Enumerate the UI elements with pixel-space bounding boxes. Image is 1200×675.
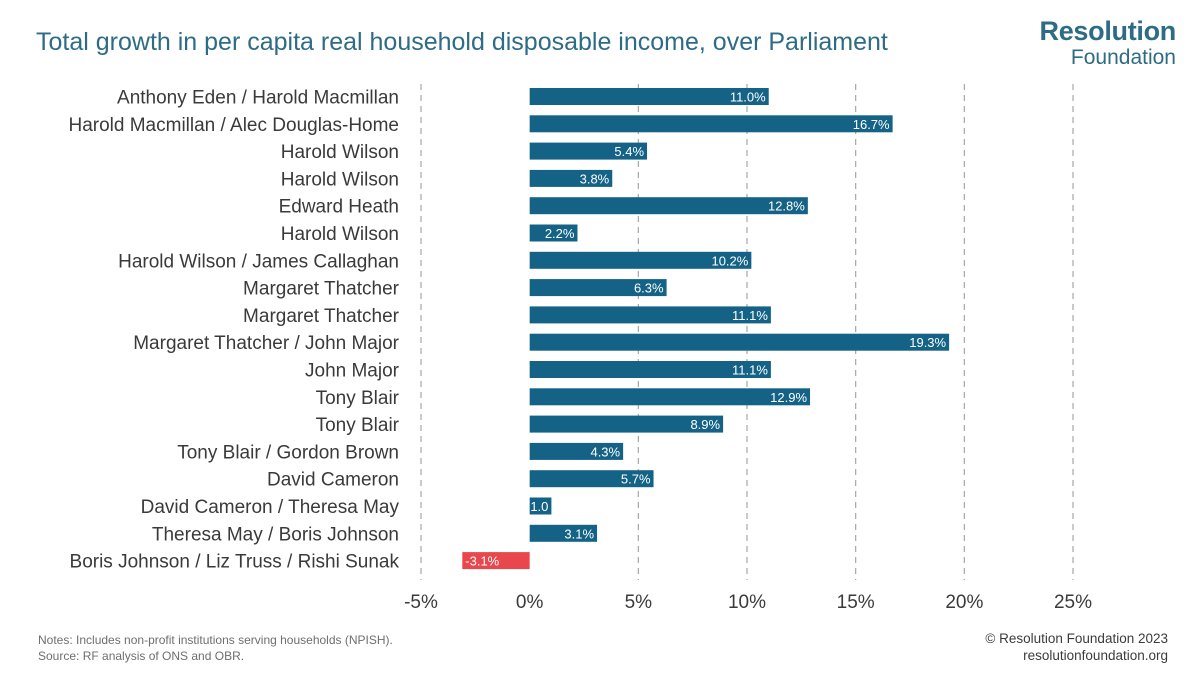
data-label: 3.8% bbox=[580, 171, 610, 186]
data-label: 11.1% bbox=[732, 363, 768, 378]
category-label: Margaret Thatcher bbox=[243, 306, 400, 327]
category-label: Harold Wilson bbox=[281, 142, 399, 163]
category-label: Tony Blair / Gordon Brown bbox=[177, 442, 399, 463]
category-label: Theresa May / Boris Johnson bbox=[152, 524, 399, 545]
category-label: Margaret Thatcher bbox=[243, 279, 400, 300]
category-label: Edward Heath bbox=[279, 197, 399, 218]
data-label: 5.4% bbox=[614, 144, 644, 159]
data-label: 5.7% bbox=[621, 472, 651, 487]
data-label: 12.8% bbox=[768, 199, 805, 214]
category-label: David Cameron / Theresa May bbox=[141, 497, 400, 518]
bar bbox=[529, 388, 811, 406]
bar bbox=[529, 224, 578, 242]
bar bbox=[529, 306, 771, 324]
x-tick-label: 20% bbox=[945, 592, 983, 613]
data-label: 11.0% bbox=[730, 90, 766, 105]
data-label: 6.3% bbox=[634, 281, 664, 296]
x-tick-label: 0% bbox=[516, 592, 544, 613]
data-label: -3.1% bbox=[465, 554, 499, 569]
category-label: Harold Wilson / James Callaghan bbox=[118, 251, 399, 272]
category-label: Margaret Thatcher / John Major bbox=[133, 333, 399, 354]
bar bbox=[529, 361, 771, 378]
footer-website: resolutionfoundation.org bbox=[1023, 648, 1168, 663]
data-label: 2.2% bbox=[545, 226, 575, 241]
bar bbox=[462, 552, 530, 570]
category-label: Tony Blair bbox=[316, 415, 400, 436]
data-label: 10.2% bbox=[711, 253, 748, 268]
logo-line-2: Foundation bbox=[1070, 46, 1176, 69]
bar bbox=[529, 197, 808, 215]
x-tick-label: 5% bbox=[625, 592, 653, 613]
category-label: John Major bbox=[305, 361, 400, 382]
resolution-foundation-logo: Resolution Foundation bbox=[1039, 16, 1177, 69]
bar bbox=[529, 251, 752, 269]
data-label: 12.9% bbox=[770, 390, 807, 405]
bar bbox=[529, 88, 769, 105]
x-tick-label: 15% bbox=[837, 592, 875, 613]
footer-copyright: © Resolution Foundation 2023 bbox=[985, 631, 1168, 646]
x-tick-label: 10% bbox=[728, 592, 766, 613]
bar bbox=[529, 470, 654, 488]
bar bbox=[529, 142, 648, 160]
x-tick-label: 25% bbox=[1054, 592, 1092, 613]
logo-line-1: Resolution bbox=[1039, 16, 1177, 46]
category-label: Harold Macmillan / Alec Douglas-Home bbox=[68, 115, 399, 136]
x-tick-label: -5% bbox=[404, 592, 438, 613]
bar bbox=[529, 333, 950, 351]
category-label: Boris Johnson / Liz Truss / Rishi Sunak bbox=[70, 552, 400, 573]
chart-title: Total growth in per capita real househol… bbox=[36, 28, 888, 56]
category-label: Harold Wilson bbox=[281, 224, 399, 245]
bar bbox=[529, 279, 667, 297]
data-label: 8.9% bbox=[690, 417, 720, 432]
bar bbox=[529, 415, 724, 433]
footer-notes-block: Notes: Includes non-profit institutions … bbox=[38, 632, 393, 664]
data-label: 11.1% bbox=[732, 308, 768, 323]
data-label: 1.0 bbox=[530, 499, 548, 514]
category-label: Tony Blair bbox=[316, 388, 400, 409]
bar bbox=[529, 497, 552, 515]
category-label: Harold Wilson bbox=[281, 169, 399, 190]
data-label: 19.3% bbox=[909, 335, 946, 350]
data-label: 3.1% bbox=[564, 526, 594, 541]
footer-notes: Notes: Includes non-profit institutions … bbox=[38, 633, 393, 647]
bar bbox=[529, 115, 893, 133]
bar bbox=[529, 442, 624, 460]
data-label: 4.3% bbox=[590, 444, 620, 459]
footer-source: Source: RF analysis of ONS and OBR. bbox=[38, 649, 245, 663]
category-label: David Cameron bbox=[267, 470, 399, 491]
bar bbox=[529, 169, 613, 187]
bar bbox=[529, 524, 598, 542]
footer-credits-block: © Resolution Foundation 2023 resolutionf… bbox=[985, 630, 1168, 664]
category-label: Anthony Eden / Harold Macmillan bbox=[117, 88, 399, 109]
data-label: 16.7% bbox=[853, 117, 890, 132]
